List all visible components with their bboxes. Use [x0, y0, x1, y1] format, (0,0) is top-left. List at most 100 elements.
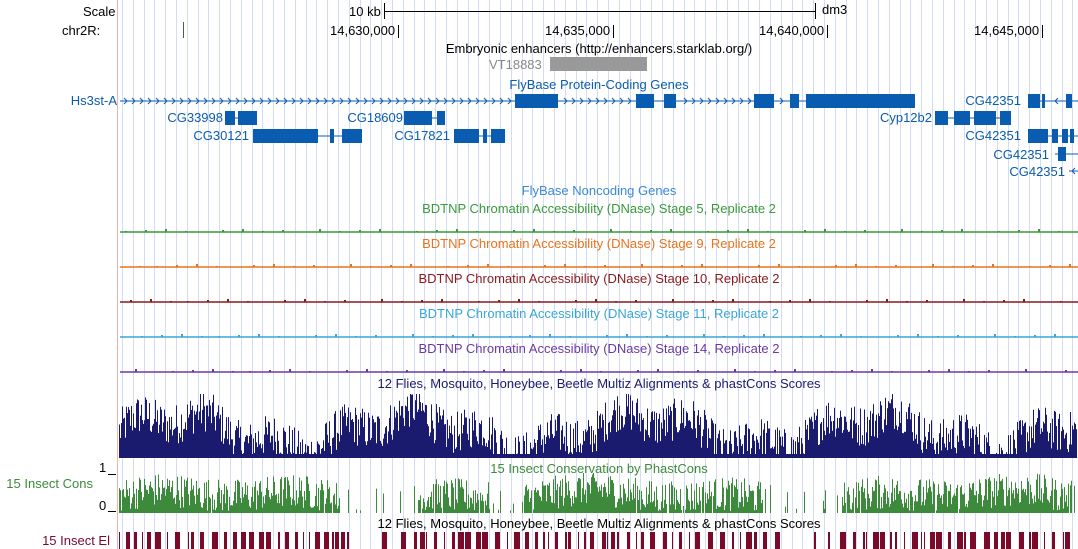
phastcons-bar [538, 490, 539, 513]
phastcons-bar [876, 480, 877, 513]
phastcons-bar [603, 487, 604, 513]
dnase-peak [355, 336, 357, 337]
multiz-bar [454, 425, 455, 458]
conserved-element [495, 532, 500, 549]
phastcons-bar [259, 483, 260, 513]
multiz-bar [640, 431, 641, 458]
dnase-stage11-title[interactable]: BDTNP Chromatin Accessibility (DNase) St… [418, 306, 780, 321]
gene-label-cyp12b2[interactable]: Cyp12b2 [879, 110, 932, 125]
conserved-element [994, 532, 998, 549]
multiz-bar [567, 446, 568, 458]
conserved-elements-track[interactable] [119, 532, 1078, 549]
multiz-bar [541, 444, 542, 458]
multiz-bar [229, 444, 230, 458]
dnase-peak [181, 334, 183, 337]
gene-label-cg42351-b[interactable]: CG42351 [965, 128, 1021, 143]
phastcons-bar [1049, 502, 1050, 513]
enhancer-item-label[interactable]: VT18883 [489, 57, 542, 72]
gene-label-cg33998[interactable]: CG33998 [167, 110, 223, 125]
dnase-peak [258, 334, 260, 337]
conserved-element [895, 532, 897, 549]
conserved-element [188, 532, 189, 549]
multiz-bar [181, 414, 182, 458]
multiz-bar [902, 432, 903, 458]
multiz-bar [686, 411, 687, 458]
phastcons-bar [269, 497, 270, 513]
phastcons-bar [193, 485, 194, 513]
multiz-bar [137, 399, 138, 458]
phastcons-bar [613, 483, 614, 513]
protein-coding-track-title[interactable]: FlyBase Protein-Coding Genes [509, 77, 689, 92]
multiz-bar [896, 425, 897, 458]
phastcons-side-label[interactable]: 15 Insect Cons [6, 476, 93, 491]
multiz-conservation-histogram[interactable] [119, 392, 1078, 458]
gene-label-cg42351-c[interactable]: CG42351 [993, 147, 1049, 162]
enhancers-track-title[interactable]: Embryonic enhancers (http://enhancers.st… [445, 41, 753, 56]
phastcons-histogram[interactable] [119, 473, 1078, 513]
phastcons-bar [129, 488, 130, 513]
gene-label-cg42351-d[interactable]: CG42351 [1009, 164, 1065, 179]
noncoding-track-title[interactable]: FlyBase Noncoding Genes [521, 183, 677, 198]
gene-label-cg17821[interactable]: CG17821 [394, 128, 450, 143]
multiz-bar [807, 424, 808, 458]
phastcons-bar [266, 487, 267, 513]
multiz-bar [768, 428, 769, 458]
multiz-bar [568, 454, 569, 458]
multiz-bar [225, 430, 226, 458]
multiz-bar [800, 454, 801, 458]
phastcons-bar [292, 498, 293, 513]
multiz-bar [705, 415, 706, 458]
phastcons-bar [261, 491, 262, 513]
multiz-bar [727, 454, 728, 458]
multiz-bar [502, 438, 503, 458]
multiz-bar [974, 454, 975, 458]
phastcons-bar [245, 482, 246, 513]
phastcons-track-title[interactable]: 15 Insect Conservation by PhastCons [490, 461, 708, 476]
phastcons-bar [548, 485, 549, 513]
phastcons-bar [335, 504, 336, 513]
multiz-bar [804, 454, 805, 458]
multiz-bar [522, 454, 523, 458]
multiz-bar [822, 440, 823, 458]
multiz-bar [824, 430, 825, 458]
multiz-bar [834, 407, 835, 458]
grid-line [306, 0, 307, 549]
elements-track-title[interactable]: 12 Flies, Mosquito, Honeybee, Beetle Mul… [377, 516, 821, 531]
gene-label-hs3st-a[interactable]: Hs3st-A [70, 93, 117, 108]
elements-side-label[interactable]: 15 Insect El [42, 533, 110, 548]
phastcons-bar [627, 497, 628, 513]
dnase-stage10-title[interactable]: BDTNP Chromatin Accessibility (DNase) St… [418, 271, 780, 286]
gene-models[interactable] [0, 80, 1078, 260]
multiz-bar [124, 417, 125, 458]
multiz-bar [432, 420, 433, 458]
enhancer-item-box[interactable] [550, 57, 647, 71]
dnase-peak [185, 231, 187, 232]
phastcons-bar [903, 507, 904, 513]
multiz-bar [623, 427, 624, 458]
strand-chevron [419, 97, 424, 105]
multiz-bar [990, 454, 991, 458]
gene-label-cg30121[interactable]: CG30121 [193, 128, 249, 143]
dnase-peak [670, 229, 672, 232]
gene-label-cg18609[interactable]: CG18609 [347, 110, 403, 125]
dnase-peak [145, 230, 147, 232]
dnase-stage9-title[interactable]: BDTNP Chromatin Accessibility (DNase) St… [422, 236, 776, 251]
multiz-bar [735, 431, 736, 458]
multiz-bar [687, 412, 688, 458]
multiz-bar [222, 406, 223, 458]
phastcons-bar [740, 502, 741, 513]
phastcons-bar [959, 509, 960, 513]
dnase-stage14-title[interactable]: BDTNP Chromatin Accessibility (DNase) St… [418, 341, 780, 356]
dnase-signal-lines[interactable] [0, 220, 1078, 380]
dnase-peak [560, 370, 562, 372]
dnase-stage5-title[interactable]: BDTNP Chromatin Accessibility (DNase) St… [422, 201, 776, 216]
phastcons-bar [467, 508, 468, 513]
phastcons-bar [695, 509, 696, 513]
phastcons-bar [894, 487, 895, 513]
phastcons-bar [742, 497, 743, 513]
gene-label-cg42351-a[interactable]: CG42351 [965, 93, 1021, 108]
multiz-bar [835, 436, 836, 458]
phastcons-bar [952, 497, 953, 513]
multiz-track-title[interactable]: 12 Flies, Mosquito, Honeybee, Beetle Mul… [377, 376, 821, 391]
